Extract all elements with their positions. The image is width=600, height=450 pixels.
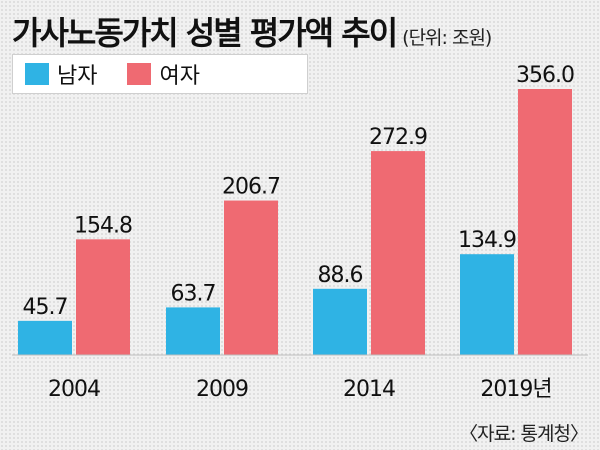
bar-male-3 [460,254,514,355]
bar-male-1 [166,307,220,355]
value-label-female-2: 272.9 [369,125,427,150]
x-tick-label-0: 2004 [48,377,100,402]
value-label-male-0: 45.7 [23,295,68,320]
value-label-male-2: 88.6 [318,263,363,288]
chart-title: 가사노동가치 성별 평가액 추이 [12,14,398,52]
bar-female-0 [76,239,130,355]
bar-male-0 [18,320,72,355]
bar-female-3 [518,89,572,355]
legend-item-female: 여자 [127,58,200,90]
unit-label: (단위: 조원) [402,27,492,49]
x-tick-label-3: 2019년 [480,377,551,402]
value-label-male-3: 134.9 [458,228,516,253]
value-label-female-3: 356.0 [516,63,574,88]
legend: 남자 여자 [12,54,308,94]
legend-label-male: 남자 [57,64,98,89]
bar-female-2 [371,151,425,355]
value-label-male-1: 63.7 [171,281,216,306]
bar-male-2 [313,288,367,355]
legend-label-female: 여자 [159,64,200,89]
x-tick-label-2: 2014 [343,377,395,402]
x-tick-label-1: 2009 [196,377,248,402]
title-row: 가사노동가치 성별 평가액 추이 (단위: 조원) [12,8,492,52]
value-label-female-0: 154.8 [74,213,132,238]
legend-item-male: 남자 [25,58,97,90]
legend-swatch-male [25,63,49,85]
value-label-female-1: 206.7 [222,175,280,200]
legend-swatch-female [127,63,152,85]
source-note: 〈자료: 통계청〉 [459,423,589,445]
bar-female-1 [224,200,278,355]
